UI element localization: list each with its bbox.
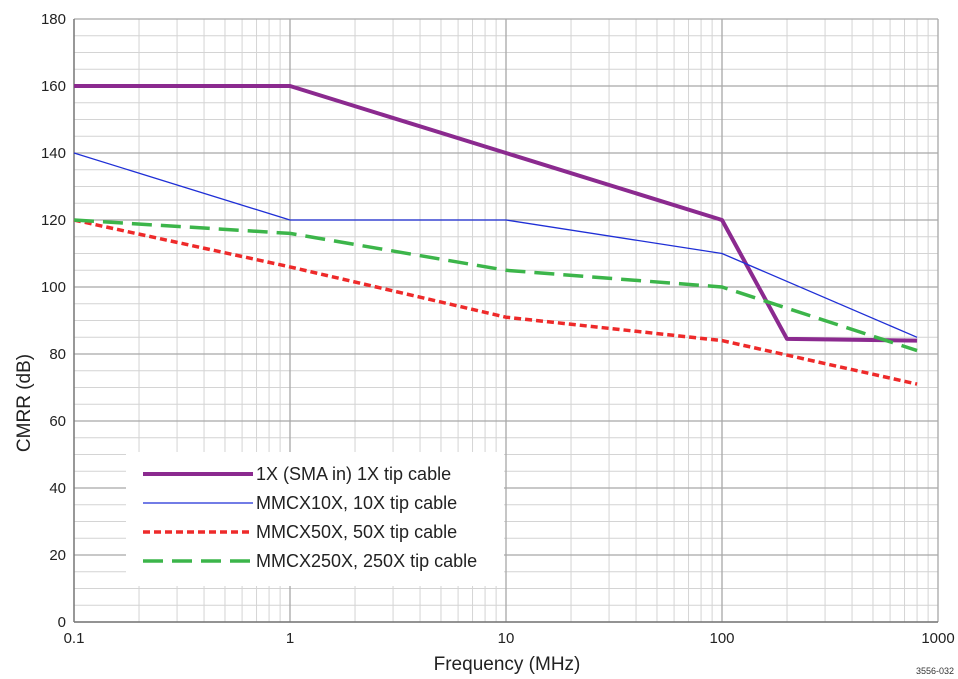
legend-label-4: MMCX250X, 250X tip cable [256,551,477,571]
series-line-1 [74,84,918,343]
x-tick-label: 0.1 [64,630,85,647]
legend-label-3: MMCX50X, 50X tip cable [256,522,457,542]
series-line-2 [73,152,918,338]
legend-label-1: 1X (SMA in) 1X tip cable [256,464,451,484]
y-tick-labels: 0 20 40 60 80 100 120 140 160 180 [41,11,66,631]
legend-label-2: MMCX10X, 10X tip cable [256,493,457,513]
y-tick-label: 60 [49,413,66,430]
y-tick-label: 80 [49,346,66,363]
series-lines [73,84,918,386]
legend: 1X (SMA in) 1X tip cable MMCX10X, 10X tip… [126,452,504,586]
series-line-4 [73,218,918,353]
x-tick-label: 1 [286,630,294,647]
y-tick-label: 40 [49,480,66,497]
x-tick-labels: 0.1 1 10 100 1000 [64,630,955,647]
y-tick-label: 160 [41,78,66,95]
y-tick-label: 100 [41,279,66,296]
y-tick-label: 140 [41,145,66,162]
x-tick-label: 100 [709,630,734,647]
y-axis-label: CMRR (dB) [14,354,35,452]
x-tick-label: 10 [498,630,515,647]
x-tick-label: 1000 [921,630,954,647]
y-tick-label: 0 [58,614,66,631]
y-tick-label: 180 [41,11,66,28]
y-tick-label: 20 [49,547,66,564]
series-line-3 [73,218,918,386]
axes [73,19,938,623]
figure-id: 3556-032 [916,666,954,676]
y-tick-label: 120 [41,212,66,229]
x-axis-label: Frequency (MHz) [434,654,581,675]
